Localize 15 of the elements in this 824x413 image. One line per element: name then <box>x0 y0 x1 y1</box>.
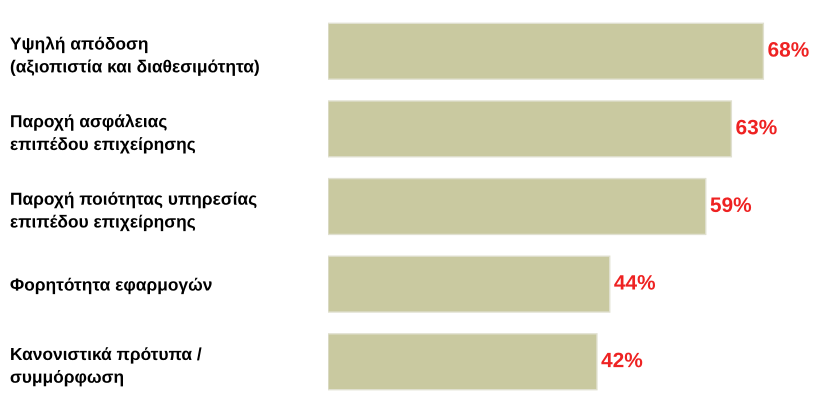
bar <box>328 100 732 158</box>
bar <box>328 333 598 390</box>
bar <box>328 255 610 313</box>
data-label: 42% <box>601 352 642 368</box>
y-tick-label: Κανονιστικά πρότυπα / συμμόρφωση <box>10 347 202 386</box>
data-label: 63% <box>736 120 777 134</box>
y-tick-label: Υψηλή απόδοση (αξιοπιστία και διαθεσιμότητα) <box>10 36 259 76</box>
bar <box>328 178 706 236</box>
data-label: 59% <box>710 197 752 212</box>
data-label: 68% <box>768 42 809 57</box>
bar <box>328 22 764 80</box>
y-tick-label: Φορητότητα εφαρμογών <box>10 278 212 294</box>
y-tick-label: Παροχή ασφάλειας επιπέδου επιχείρησης <box>10 114 196 154</box>
data-label: 44% <box>614 275 656 290</box>
y-tick-label: Παροχή ποιότητας υπηρεσίας επιπέδου επιχείρησης <box>10 192 257 232</box>
